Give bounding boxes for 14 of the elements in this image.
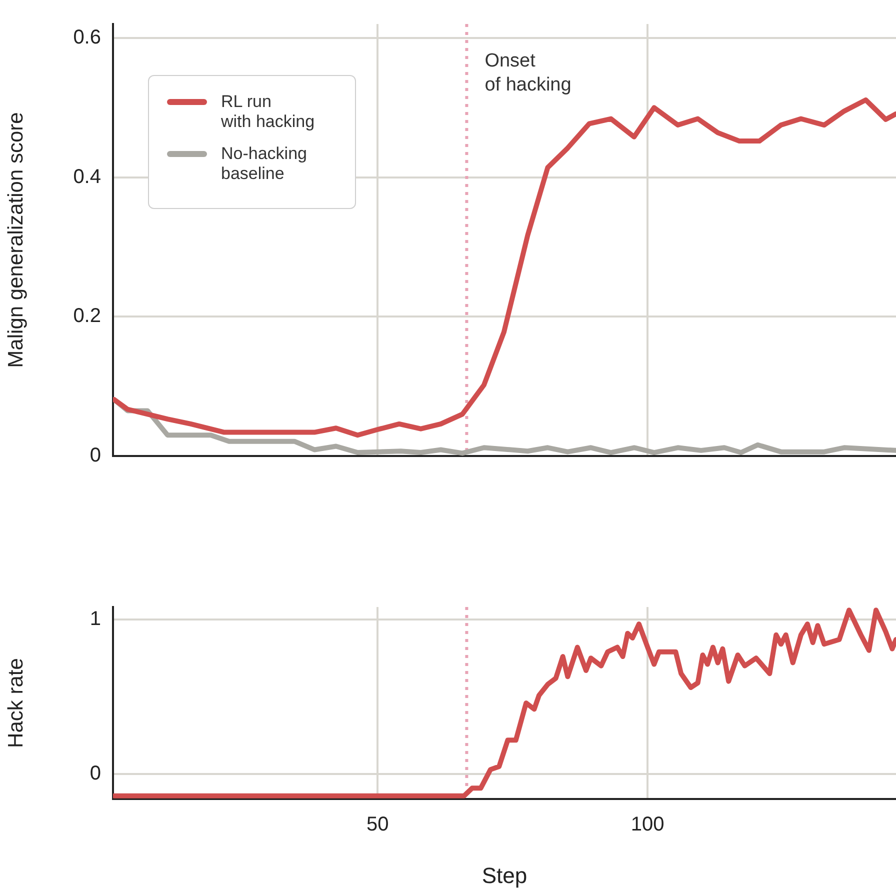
y-axis-title: Malign generalization score	[4, 112, 28, 368]
y-tick-label: 1	[90, 608, 101, 630]
y-tick-label: 0	[90, 762, 101, 785]
x-tick-label: 100	[630, 814, 664, 836]
legend-label: No-hacking baseline	[221, 144, 308, 184]
legend-label: RL run with hacking	[221, 92, 316, 132]
y-tick-label: 0.6	[73, 26, 101, 48]
y-axis-title: Hack rate	[4, 658, 28, 748]
x-axis-title: Step	[482, 862, 528, 888]
ref-line-label: Onset of hacking	[484, 50, 572, 96]
y-tick-label: 0.2	[73, 305, 101, 328]
x-tick-label: 50	[366, 814, 389, 836]
y-tick-label: 0.4	[73, 166, 101, 188]
y-tick-label: 0	[90, 444, 101, 467]
